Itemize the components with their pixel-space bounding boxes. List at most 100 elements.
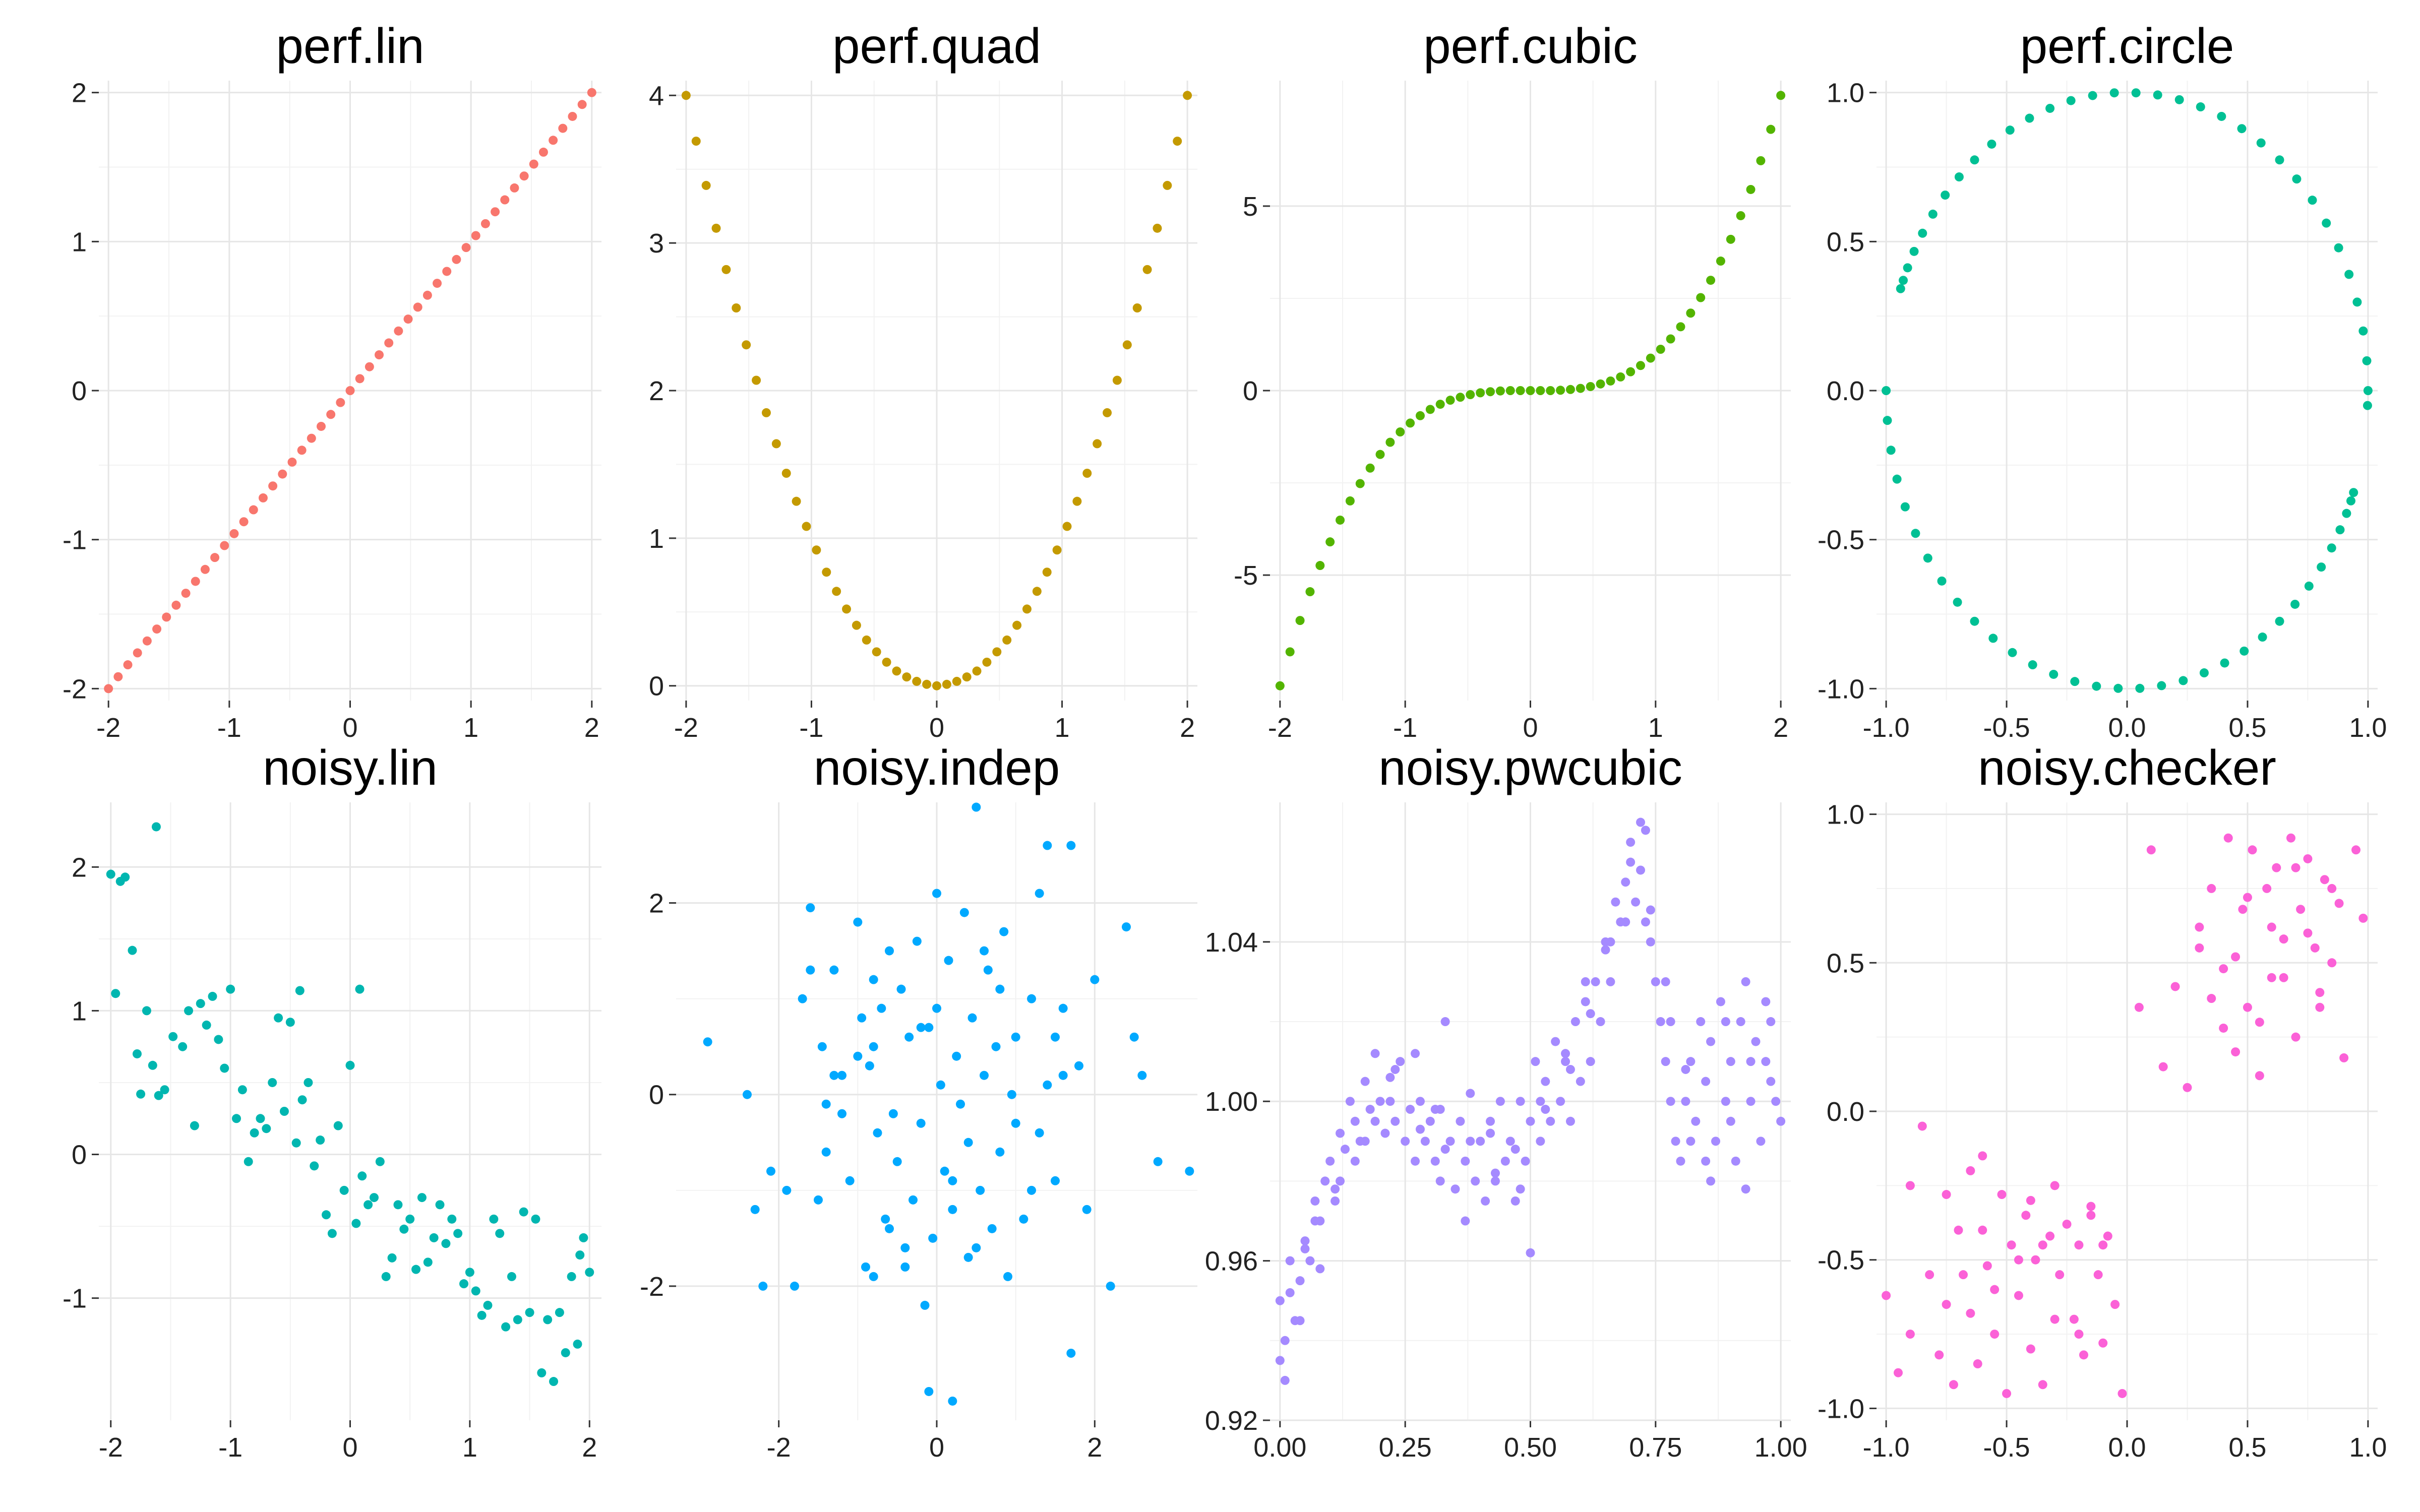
data-point [888,1109,898,1118]
data-point [483,1300,493,1310]
data-point [128,946,137,955]
data-point [442,267,452,276]
data-point [1336,1128,1345,1138]
data-point [364,1200,373,1210]
data-point [357,1171,367,1181]
data-point [2074,1330,2084,1339]
data-point [1706,276,1716,285]
data-point [1565,385,1575,394]
data-point [2109,88,2119,98]
data-point [983,965,993,975]
data-point [1954,172,1964,182]
data-point [832,587,841,596]
data-point [1631,897,1641,907]
data-point [2303,928,2313,938]
data-point [2014,1255,2023,1265]
data-point [1541,1105,1550,1114]
data-point [2248,845,2257,855]
data-point [2074,1240,2084,1250]
data-point [1576,384,1585,393]
data-point [2045,103,2055,113]
data-point [1022,604,1032,614]
data-point [1954,1225,1963,1235]
y-tick-label: -0.5 [1818,1245,1864,1276]
data-point [1681,1064,1690,1074]
data-point [1561,1049,1570,1058]
data-point [1132,303,1142,312]
y-tick-label: 0 [72,1140,87,1170]
data-point [2219,1023,2228,1033]
data-point [2240,646,2249,656]
data-point [1305,587,1315,597]
data-point [142,636,152,646]
x-tick-label: -2 [767,1432,791,1463]
data-point [191,577,200,586]
data-point [916,1023,926,1032]
data-point [1982,1261,1992,1271]
data-point [829,1070,839,1080]
data-point [1043,1080,1052,1090]
data-point [1495,386,1505,396]
y-tick-label: 1 [72,996,87,1026]
data-point [885,946,894,956]
data-point [151,822,161,832]
y-tick-label: -1.0 [1818,674,1864,704]
data-point [1305,1256,1315,1266]
data-point [1051,1176,1060,1185]
data-point [1415,1124,1425,1134]
data-point [959,908,969,917]
data-point [297,1095,307,1105]
data-point [2362,356,2372,365]
data-point [822,568,831,577]
data-point [2014,1291,2023,1300]
data-point [2007,1240,2016,1250]
data-point [2223,833,2233,843]
data-point [1923,553,1932,563]
data-point [802,522,811,531]
data-point [1925,1270,1934,1280]
data-point [1776,91,1786,100]
data-point [106,869,115,879]
data-point [2344,270,2354,279]
data-point [1656,1017,1665,1027]
data-point [806,965,815,975]
data-point [1771,1097,1781,1106]
data-point [1505,1137,1515,1146]
data-point [567,1272,576,1281]
data-point [2267,973,2276,982]
data-point [2066,96,2076,105]
data-point [1461,1216,1470,1226]
data-point [1295,1316,1305,1326]
data-point [1616,372,1625,382]
data-point [1636,817,1646,827]
data-point [268,1078,277,1087]
data-point [1746,1097,1756,1106]
data-point [1406,1105,1415,1114]
data-point [892,1157,902,1166]
data-point [1466,390,1475,400]
data-point [1611,897,1620,907]
data-point [519,171,529,181]
data-point [932,889,941,898]
data-point [1706,1037,1716,1046]
data-point [1345,496,1355,506]
data-point [952,1051,961,1061]
data-point [2025,113,2034,123]
data-point [1027,994,1036,1003]
x-tick-label: -2 [674,713,698,743]
y-tick-label: 0 [1243,376,1258,406]
panel-title: noisy.checker [1978,740,2276,795]
data-point [2304,581,2314,591]
data-point [2279,973,2288,982]
x-tick-label: -2 [99,1432,123,1463]
y-tick-label: -0.5 [1818,525,1864,555]
data-point [1052,545,1062,555]
data-point [1997,1190,2007,1200]
data-point [932,681,941,690]
data-point [452,255,461,264]
data-point [916,1118,926,1128]
data-point [1711,1137,1721,1146]
data-point [585,1268,594,1277]
data-point [1481,1196,1490,1206]
data-point [405,1214,415,1224]
